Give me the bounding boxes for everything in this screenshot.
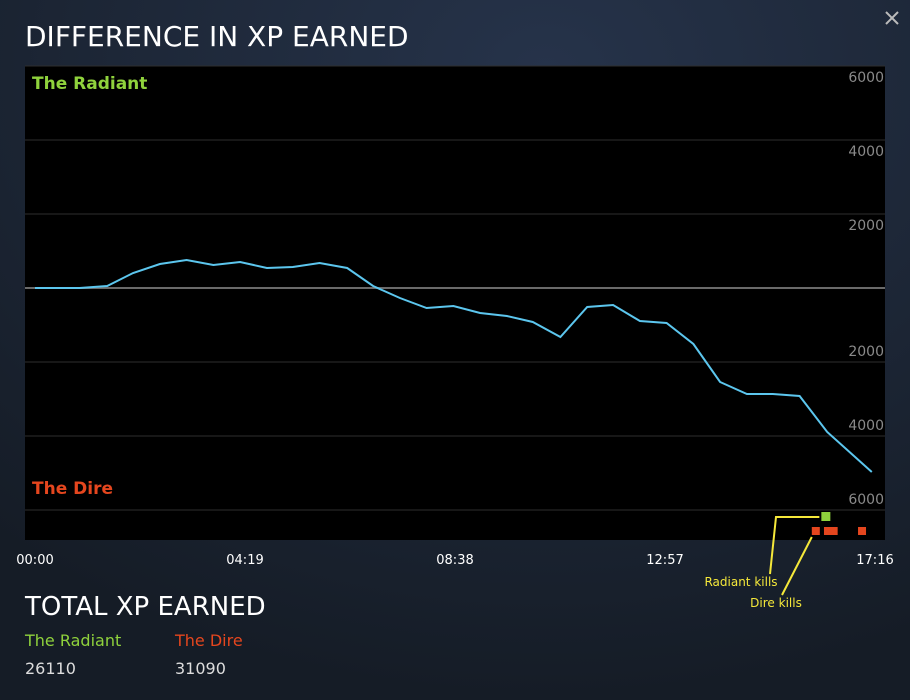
annotation: Radiant kills (704, 575, 777, 589)
dire-kill-marker (811, 527, 820, 535)
y-tick-label: 4000 (848, 418, 884, 434)
x-tick-label: 12:57 (646, 553, 683, 568)
dire-kill-marker (823, 527, 832, 535)
radiant-total-value: 26110 (25, 659, 76, 678)
y-tick-label: 2000 (848, 344, 884, 360)
dire-kill-marker (829, 527, 838, 535)
title: DIFFERENCE IN XP EARNED (25, 20, 409, 53)
radiant-side-label: The Radiant (32, 74, 147, 94)
close-button[interactable] (885, 11, 899, 25)
x-tick-label: 08:38 (436, 553, 473, 568)
x-tick-label: 17:16 (856, 553, 893, 568)
y-tick-label: 2000 (848, 218, 884, 234)
chart: 6000 4000 2000 2000 4000 6000 00:00 04:19 08:38 1… (16, 65, 894, 610)
radiant-kill-marker (821, 512, 831, 521)
dire-total-value: 31090 (175, 659, 226, 678)
annotation-arrow (769, 516, 820, 575)
x-tick-label: 00:00 (16, 553, 53, 568)
totals-title: TOTAL XP EARNED (24, 592, 266, 622)
dire-side-label: The Dire (32, 479, 113, 499)
dire-total-label: The Dire (174, 631, 243, 650)
dire-kill-marker (858, 527, 867, 535)
radiant-total-label: The Radiant (24, 631, 121, 650)
y-tick-label: 6000 (848, 70, 884, 86)
plot-area (25, 66, 885, 540)
y-tick-label: 6000 (848, 492, 884, 508)
x-tick-label: 04:19 (226, 553, 263, 568)
annotation: Dire kills (750, 596, 802, 610)
annotation-arrow (781, 536, 813, 596)
y-tick-label: 4000 (848, 144, 884, 160)
xp-line (35, 258, 873, 473)
